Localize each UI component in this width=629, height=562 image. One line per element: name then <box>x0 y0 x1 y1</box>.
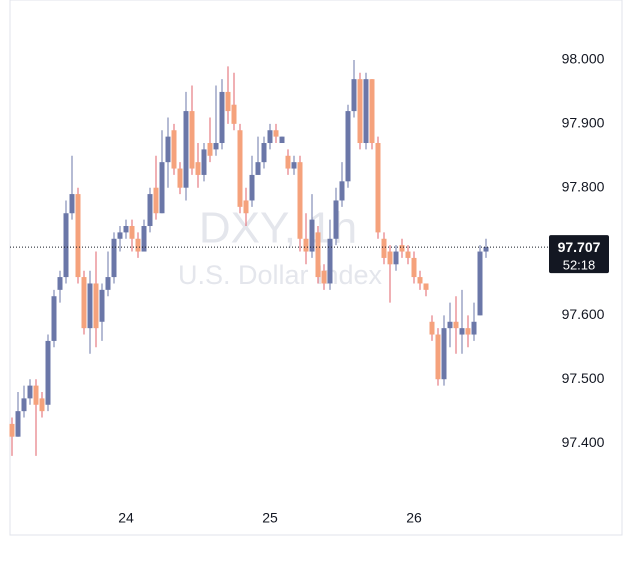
x-tick-label: 24 <box>118 510 134 526</box>
candle-body <box>285 155 291 169</box>
candle-body <box>459 328 465 335</box>
watermark-name: U.S. Dollar Index <box>178 260 383 290</box>
candle-body <box>99 289 105 322</box>
candle-body <box>165 136 171 163</box>
candle-body <box>309 219 315 252</box>
candle-body <box>483 247 489 252</box>
candle-body <box>465 328 471 335</box>
watermark-symbol: DXY, 1h <box>199 204 357 253</box>
candle-body <box>39 398 45 412</box>
candle-body <box>315 232 321 278</box>
candle-body <box>9 423 15 437</box>
candle-body <box>357 79 363 144</box>
candle-body <box>111 238 117 278</box>
candle-body <box>27 385 33 399</box>
candle-body <box>183 111 189 188</box>
candle-body <box>273 130 279 137</box>
x-tick-label: 25 <box>262 510 278 526</box>
candle-body <box>147 194 153 227</box>
candle-body <box>15 411 21 437</box>
candle-body <box>423 283 429 290</box>
candle-body <box>453 321 459 329</box>
candle-body <box>411 257 417 278</box>
y-tick-label: 97.900 <box>562 115 605 131</box>
candle-body <box>471 321 477 335</box>
candle-body <box>159 162 165 214</box>
candle-body <box>477 251 483 316</box>
candle-body <box>57 277 63 290</box>
candle-body <box>123 226 129 233</box>
candle-body <box>141 226 147 252</box>
candle-body <box>93 283 99 329</box>
candle-body <box>177 168 183 188</box>
candle-body <box>339 181 345 201</box>
countdown: 52:18 <box>563 258 596 273</box>
candle-body <box>135 238 141 252</box>
candle-body <box>303 238 309 252</box>
candle-body <box>291 162 297 169</box>
candle-body <box>261 143 267 163</box>
candle-body <box>447 321 453 329</box>
candle-body <box>267 130 273 144</box>
candle-body <box>207 143 213 156</box>
candle-body <box>405 251 411 258</box>
candle-body <box>51 296 57 341</box>
candle-body <box>219 91 225 144</box>
candle-body <box>213 143 219 150</box>
candle-body <box>297 162 303 239</box>
y-tick-label: 97.800 <box>562 178 605 194</box>
candle-body <box>63 213 69 278</box>
candle-body <box>75 194 81 278</box>
candle-body <box>417 277 423 284</box>
candle-body <box>33 385 39 405</box>
candle-body <box>387 251 393 265</box>
candle-body <box>249 174 255 201</box>
candle-body <box>321 270 327 284</box>
candle-body <box>153 187 159 214</box>
candle-body <box>369 79 375 144</box>
candle-body <box>327 238 333 284</box>
candle-body <box>225 91 231 112</box>
candle-body <box>363 79 369 144</box>
candle-body <box>237 130 243 207</box>
y-tick-label: 98.000 <box>562 51 605 67</box>
last-price-box <box>549 235 609 274</box>
candle-body <box>21 398 27 412</box>
candle-body <box>399 245 405 252</box>
candle-body <box>69 194 75 214</box>
candle-body <box>81 277 87 329</box>
candle-body <box>231 104 237 124</box>
candle-body <box>105 277 111 290</box>
candle-body <box>255 162 261 175</box>
candle-body <box>195 162 201 175</box>
candle-body <box>435 334 441 380</box>
y-tick-label: 97.600 <box>562 306 605 322</box>
candle-body <box>375 143 381 233</box>
y-tick-label: 97.500 <box>562 370 605 386</box>
candle-body <box>429 321 435 335</box>
candle-body <box>333 200 339 239</box>
candle-body <box>279 136 285 144</box>
y-tick-label: 97.400 <box>562 434 605 450</box>
candle-body <box>243 200 249 214</box>
last-price-label: 97.707 <box>558 239 601 255</box>
candle-body <box>45 340 51 405</box>
candle-body <box>117 232 123 239</box>
candle-body <box>393 251 399 265</box>
candle-body <box>441 328 447 380</box>
candle-body <box>87 283 93 329</box>
candle-body <box>351 79 357 112</box>
candle-body <box>129 226 135 239</box>
candle-body <box>201 149 207 175</box>
x-tick-label: 26 <box>406 510 422 526</box>
frame <box>9 0 623 536</box>
candle-body <box>189 111 195 169</box>
candle-body <box>381 238 387 258</box>
candle-body <box>345 111 351 182</box>
candle-body <box>171 130 177 169</box>
